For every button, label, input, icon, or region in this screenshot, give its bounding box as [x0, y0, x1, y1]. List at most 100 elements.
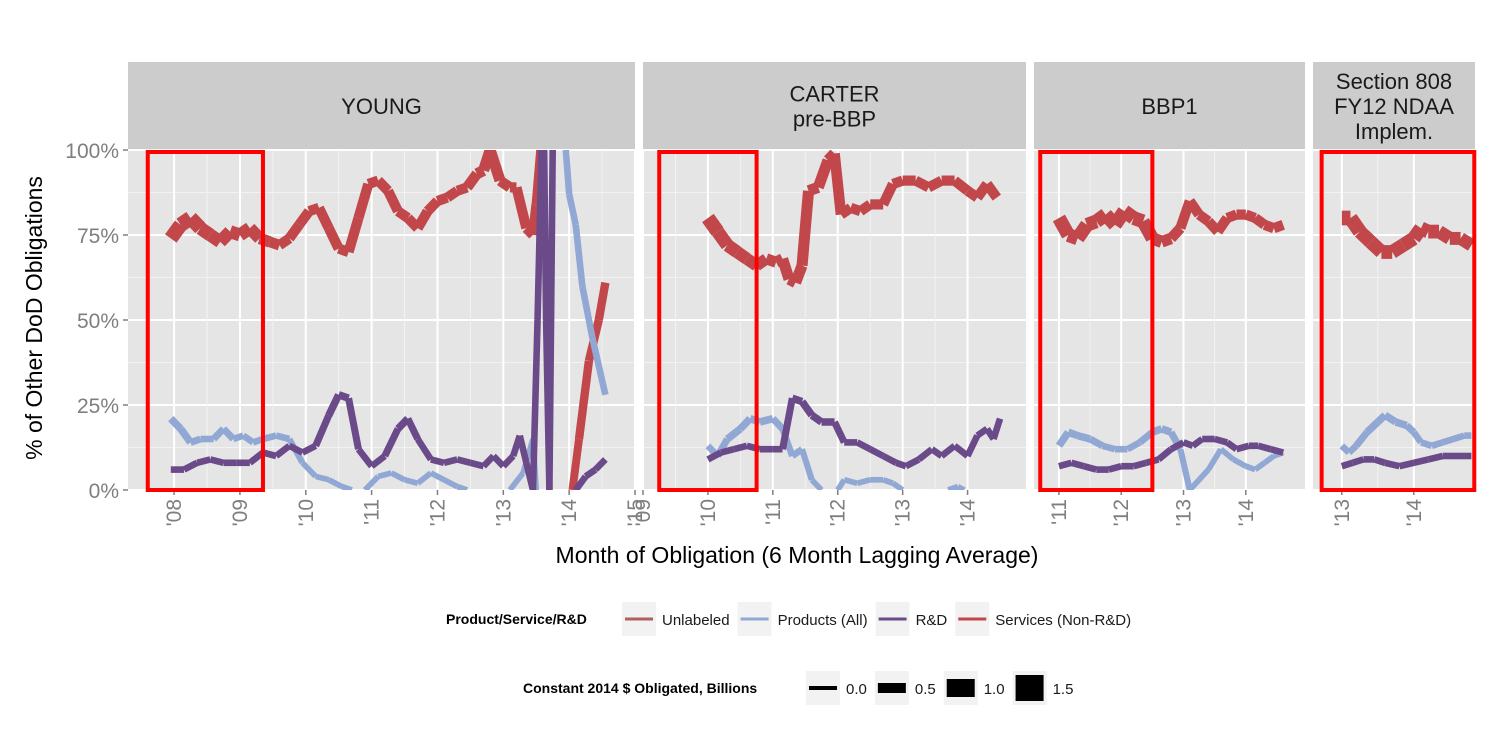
size-swatch [1015, 675, 1044, 701]
series-r-d-segment [1427, 452, 1444, 463]
series-products-all-segment [572, 224, 586, 287]
x-tick-label: '12 [827, 499, 850, 526]
series-products-all-segment [1125, 439, 1142, 453]
series-products-all-segment [262, 432, 277, 443]
series-services-non-r-d-segment [307, 202, 321, 217]
series-products-all-segment [377, 470, 393, 480]
series-services-non-r-d-segment [295, 208, 314, 228]
series-services-non-r-d-segment [878, 181, 898, 207]
size-legend-label: 0.0 [846, 681, 867, 698]
series-r-d-segment [720, 446, 735, 456]
series-r-d-segment [355, 447, 375, 469]
series-products-all-segment [1430, 439, 1444, 449]
series-r-d-segment [1058, 459, 1073, 470]
series-services-non-r-d-segment [1084, 214, 1099, 232]
series-products-all-segment [300, 460, 318, 479]
series-r-d-segment [182, 459, 199, 473]
series-products-all-segment [1076, 431, 1092, 443]
series-r-d-segment [456, 456, 472, 466]
facet-title: pre-BBP [793, 107, 876, 132]
x-tick-label: '09 [229, 499, 252, 526]
series-r-d-segment [500, 453, 516, 469]
series-r-d-segment [1384, 459, 1401, 470]
series-group [1052, 198, 1285, 490]
series-r-d-segment [573, 474, 589, 490]
x-tick-label: '13 [892, 499, 915, 526]
series-r-d-segment [337, 391, 350, 402]
series-r-d-segment [868, 446, 885, 459]
series-products-all-segment [1411, 430, 1424, 445]
series-r-d-segment [369, 453, 387, 469]
highlight-box [657, 150, 759, 492]
series-products-all-segment [579, 285, 596, 338]
size-legend-label: 0.5 [915, 681, 936, 698]
series-products-all-segment [956, 484, 966, 490]
highlight-box [1319, 150, 1477, 492]
x-tick-label: '10 [697, 499, 720, 526]
series-services-non-r-d-segment [1213, 215, 1232, 235]
series-services-non-r-d-segment [267, 236, 282, 251]
series-services-non-r-d-segment [964, 186, 981, 202]
facet-strip [643, 62, 1026, 150]
series-products-all-segment [1420, 439, 1433, 449]
series-products-all-segment [947, 483, 959, 490]
color-legend-title: Product/Service/R&D [446, 611, 587, 627]
y-tick-label: 50% [77, 310, 119, 333]
series-products-all-segment [737, 416, 753, 432]
series-services-non-r-d-segment [176, 211, 195, 231]
series-products-all-segment [1262, 453, 1276, 466]
series-services-non-r-d-segment [227, 225, 243, 242]
series-services-non-r-d-segment [764, 253, 778, 268]
series-r-d-segment [469, 459, 485, 470]
series-services-non-r-d-segment [423, 197, 442, 215]
series-products-all-segment [1346, 443, 1359, 455]
series-r-d-segment [1235, 442, 1250, 453]
series-services-non-r-d-segment [733, 246, 751, 264]
series-services-non-r-d-segment [1418, 221, 1432, 238]
series-services-non-r-d-segment [511, 186, 532, 230]
series-products-all-segment [856, 477, 871, 486]
series-services-non-r-d-segment [236, 222, 254, 241]
series-r-d-segment [546, 150, 556, 490]
x-tick-label: '12 [1110, 499, 1133, 526]
series-r-d-segment [262, 449, 277, 460]
series-products-all-segment [415, 470, 433, 486]
series-services-non-r-d-segment [1344, 213, 1366, 236]
facet-panel-1: YOUNG '08 '09 '10 '11 '12 '13 '14 '15 [128, 62, 647, 526]
series-products-all-segment [1196, 467, 1211, 482]
series-r-d-segment [443, 456, 459, 466]
x-tick-label: '12 [426, 499, 449, 526]
series-products-all-segment [241, 432, 255, 446]
series-products-all-segment [809, 477, 824, 490]
series-products-all-segment [565, 193, 579, 226]
series-r-d-segment [990, 417, 1004, 441]
series-r-d-segment [312, 413, 333, 448]
series-products-all-segment [1452, 432, 1466, 443]
series-products-all-segment [429, 470, 446, 483]
series-r-d-segment [196, 456, 212, 466]
series-services-non-r-d-segment [285, 221, 304, 242]
series-r-d-segment [733, 442, 748, 453]
series-products-all-segment [562, 150, 573, 195]
x-tick-label: '10 [295, 499, 318, 526]
series-products-all-segment [1441, 435, 1455, 446]
series-r-d-segment [274, 443, 292, 459]
series-services-non-r-d-segment [444, 186, 461, 202]
series-products-all-segment [189, 435, 202, 446]
y-axis: 0% 25% 50% 75% 100% [65, 140, 128, 503]
series-services-non-r-d-segment [712, 227, 733, 250]
series-r-d-segment [593, 457, 608, 472]
x-tick-label: '13 [492, 499, 515, 526]
series-products-all-segment [1253, 460, 1267, 472]
series-services-non-r-d-segment [496, 176, 513, 192]
series-r-d-segment [1398, 459, 1415, 470]
series-products-all-segment [1339, 443, 1352, 455]
series-r-d-segment [831, 420, 848, 444]
series-products-all-segment [1066, 428, 1079, 440]
series-r-d-segment [1213, 435, 1228, 446]
size-legend-label: 1.5 [1053, 681, 1074, 698]
series-products-all-segment [1404, 422, 1417, 435]
series-services-non-r-d-segment [383, 188, 403, 214]
